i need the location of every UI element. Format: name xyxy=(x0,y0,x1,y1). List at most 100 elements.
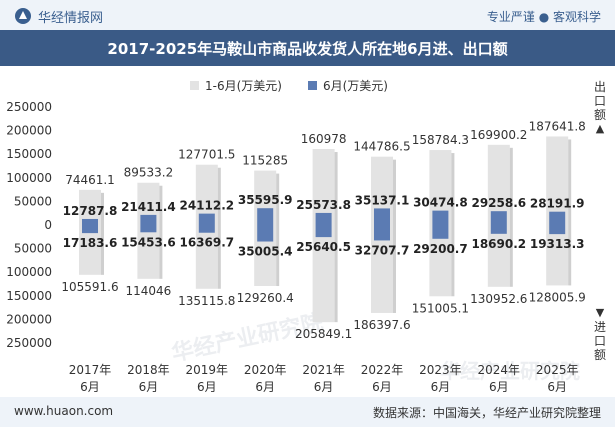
total-import-label: 114046 xyxy=(125,284,171,298)
y-tick-label: 200000 xyxy=(6,312,52,326)
watermark-secondary: 华经产业研究院 xyxy=(440,359,580,383)
y-tick-label: 150000 xyxy=(6,289,52,303)
total-bar-shadow xyxy=(509,147,513,287)
x-tick-label-year: 2020年 xyxy=(244,363,287,377)
x-tick-label-month: 6月 xyxy=(255,380,275,394)
june-export-label: 35137.1 xyxy=(355,193,410,207)
total-bar-shadow xyxy=(217,167,221,289)
x-tick-label-year: 2018年 xyxy=(127,363,170,377)
june-bar xyxy=(257,208,274,242)
footer: www.huaon.com 数据来源：中国海关，华经产业研究院整理 xyxy=(0,397,615,427)
footer-site: www.huaon.com xyxy=(14,404,114,418)
footer-source: 数据来源：中国海关，华经产业研究院整理 xyxy=(372,406,601,420)
import-side-text: 进口额 xyxy=(593,320,606,362)
june-export-label: 28191.9 xyxy=(530,197,585,211)
up-arrow-icon: ▲ xyxy=(595,122,605,135)
legend-swatch-total xyxy=(190,81,199,90)
down-arrow-icon: ▼ xyxy=(595,306,605,319)
y-tick-label: 250000 xyxy=(6,336,52,350)
june-export-label: 29258.6 xyxy=(471,196,526,210)
total-export-label: 89533.2 xyxy=(124,166,174,180)
y-tick-label: 50000 xyxy=(14,242,52,256)
chart-legend: 1-6月(万美元) 6月(万美元) xyxy=(190,77,388,94)
june-import-label: 17183.6 xyxy=(63,236,118,250)
june-import-label: 19313.3 xyxy=(530,237,585,251)
total-bar-shadow xyxy=(451,153,455,297)
total-import-label: 105591.6 xyxy=(61,280,118,294)
legend-item-total: 1-6月(万美元) xyxy=(190,77,282,94)
total-import-label: 205849.1 xyxy=(295,327,352,341)
x-tick-label-month: 6月 xyxy=(197,380,217,394)
total-bar-shadow xyxy=(159,185,163,279)
x-tick-label-month: 6月 xyxy=(547,380,567,394)
slogan: 专业严谨 ● 客观科学 xyxy=(486,10,601,24)
june-import-label: 25640.5 xyxy=(296,240,351,254)
export-side-label: 出口额 ▲ xyxy=(593,80,607,136)
june-bar xyxy=(198,213,215,233)
total-export-label: 115285 xyxy=(242,154,288,168)
import-side-label: ▼ 进口额 xyxy=(593,306,607,362)
june-export-label: 21411.4 xyxy=(121,200,176,214)
total-import-label: 128005.9 xyxy=(529,290,586,304)
total-export-label: 160978 xyxy=(301,132,347,146)
june-bar xyxy=(490,211,507,234)
june-import-label: 35005.4 xyxy=(238,245,293,259)
june-export-label: 12787.8 xyxy=(63,204,118,218)
brand-name: 华经情报网 xyxy=(38,10,104,26)
june-import-label: 29200.7 xyxy=(413,242,468,256)
x-tick-label-month: 6月 xyxy=(314,380,334,394)
x-tick-label-month: 6月 xyxy=(372,380,392,394)
chart-title: 2017-2025年马鞍山市商品收发货人所在地6月进、出口额 xyxy=(107,39,508,58)
x-tick-label-month: 6月 xyxy=(489,380,509,394)
june-bar xyxy=(315,212,332,238)
total-import-label: 186397.6 xyxy=(353,318,410,332)
legend-label-june: 6月(万美元) xyxy=(322,79,388,93)
brand: 华经情报网 xyxy=(14,7,104,26)
total-bar-shadow xyxy=(276,173,280,287)
y-tick-label: 100000 xyxy=(6,171,52,185)
june-bar xyxy=(374,208,390,241)
total-bar-shadow xyxy=(334,152,338,323)
legend-swatch-june xyxy=(307,81,317,90)
total-export-label: 158784.3 xyxy=(412,133,469,147)
total-export-label: 74461.1 xyxy=(65,173,115,187)
june-bar xyxy=(140,214,157,233)
x-tick-label-year: 2024年 xyxy=(478,363,521,377)
x-tick-label-year: 2022年 xyxy=(361,363,404,377)
june-export-label: 25573.8 xyxy=(296,198,351,212)
top-banner: 华经情报网 专业严谨 ● 客观科学 xyxy=(0,0,615,30)
legend-label-total: 1-6月(万美元) xyxy=(205,79,282,93)
y-tick-label: 0 xyxy=(44,218,52,232)
title-bar: 2017-2025年马鞍山市商品收发货人所在地6月进、出口额 xyxy=(0,30,615,66)
total-import-label: 135115.8 xyxy=(178,294,235,308)
june-bar xyxy=(432,210,449,239)
june-import-label: 15453.6 xyxy=(121,235,176,249)
y-tick-label: 250000 xyxy=(6,100,52,114)
total-bar-shadow xyxy=(568,139,572,286)
x-tick-label-month: 6月 xyxy=(431,380,451,394)
total-import-label: 130952.6 xyxy=(470,292,527,306)
total-bar xyxy=(546,136,569,286)
june-export-label: 35595.9 xyxy=(238,193,293,207)
export-side-text: 出口额 xyxy=(593,80,606,122)
x-tick-label-year: 2023年 xyxy=(419,363,462,377)
total-bar-shadow xyxy=(101,192,104,275)
total-export-label: 169900.2 xyxy=(470,128,527,142)
june-export-label: 24112.2 xyxy=(179,199,234,213)
x-tick-label-year: 2019年 xyxy=(186,363,229,377)
x-tick-label-month: 6月 xyxy=(80,380,100,394)
june-import-label: 16369.7 xyxy=(179,236,234,250)
chart-area: 250000 200000 150000 100000 50000 0 50000 10000… xyxy=(6,100,586,394)
total-export-label: 127701.5 xyxy=(178,148,235,162)
june-bar xyxy=(549,211,566,235)
y-tick-label: 150000 xyxy=(6,147,52,161)
june-export-label: 30474.8 xyxy=(413,196,468,210)
total-import-label: 151005.1 xyxy=(412,301,469,315)
x-tick-label-year: 2017年 xyxy=(69,363,112,377)
y-tick-label: 50000 xyxy=(14,194,52,208)
y-tick-label: 200000 xyxy=(6,124,52,138)
total-import-label: 129260.4 xyxy=(237,291,294,305)
legend-item-june: 6月(万美元) xyxy=(307,77,388,94)
x-tick-label-year: 2021年 xyxy=(302,363,345,377)
june-import-label: 32707.7 xyxy=(355,243,410,257)
